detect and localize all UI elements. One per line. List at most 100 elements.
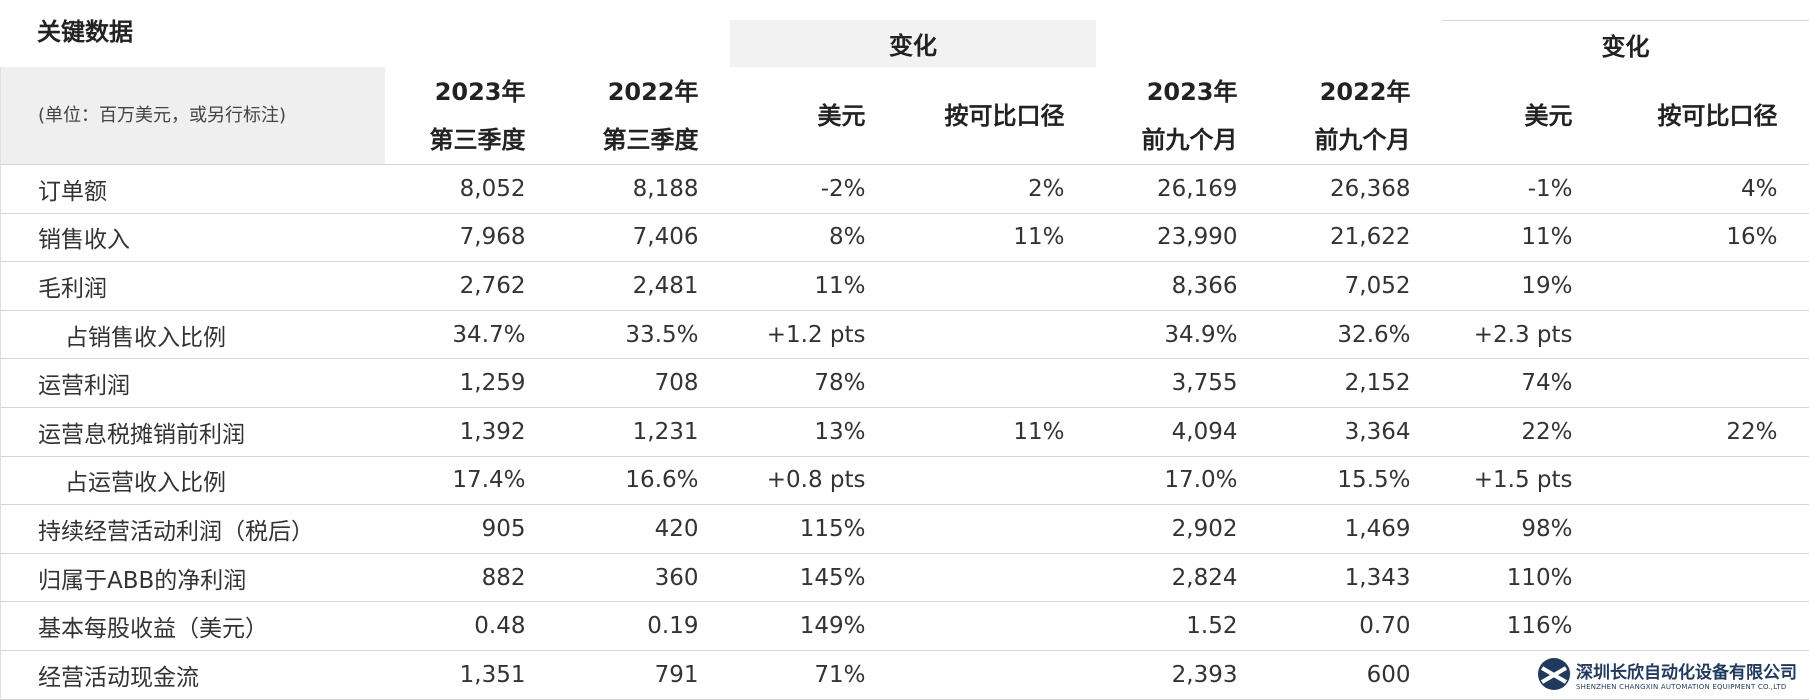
cell: +1.2 pts: [730, 310, 898, 360]
cell: 1,231: [557, 407, 731, 457]
cell: 26,169: [1096, 164, 1270, 214]
column-header-line: 前九个月: [1141, 125, 1238, 154]
change-group: 变化: [1442, 20, 1809, 68]
column-header-line: 2022年: [607, 77, 699, 106]
cell: 1,392: [384, 407, 558, 457]
cell: 78%: [730, 358, 898, 408]
cell: [897, 553, 1097, 603]
cell: 34.7%: [384, 310, 558, 360]
cell: [897, 650, 1097, 700]
cell: 1,351: [384, 650, 558, 700]
cell: 16%: [1604, 213, 1809, 263]
cell: [897, 310, 1097, 360]
cell: -2%: [730, 164, 898, 214]
table-row: 归属于ABB的净利润 882 360 145% 2,824 1,343 110%: [0, 553, 1809, 603]
watermark-name: 深圳长欣自动化设备有限公司: [1576, 662, 1797, 683]
row-label: 持续经营活动利润（税后）: [0, 504, 385, 554]
column-header-line: 美元: [817, 101, 866, 130]
cell: 7,968: [384, 213, 558, 263]
cell: 34.9%: [1096, 310, 1270, 360]
cell: 882: [384, 553, 558, 603]
cell: 74%: [1442, 358, 1605, 408]
watermark-logo: [1538, 658, 1570, 690]
cell: 19%: [1442, 261, 1605, 311]
column-header: 2022年 第三季度: [557, 67, 731, 165]
change-group: 变化: [730, 20, 1096, 67]
column-header: 2023年 第三季度: [384, 67, 558, 165]
cell: 3,755: [1096, 358, 1270, 408]
cell: 2,393: [1096, 650, 1270, 700]
cell: 11%: [730, 261, 898, 311]
cell: [897, 601, 1097, 651]
row-label: 毛利润: [0, 261, 385, 311]
cell: [1604, 310, 1809, 360]
cell: 7,052: [1269, 261, 1443, 311]
cell: 32.6%: [1269, 310, 1443, 360]
table-row: 占运营收入比例 17.4% 16.6% +0.8 pts 17.0% 15.5% +1.5 …: [0, 456, 1809, 506]
cell: 1,259: [384, 358, 558, 408]
column-header-line: 按可比口径: [1657, 101, 1778, 130]
cell: 905: [384, 504, 558, 554]
cell: 4%: [1604, 164, 1809, 214]
cell: 17.0%: [1096, 456, 1270, 506]
cell: 2,824: [1096, 553, 1270, 603]
table-row: 销售收入 7,968 7,406 8% 11% 23,990 21,622 11% 16%: [0, 213, 1809, 263]
cell: 7,406: [557, 213, 731, 263]
cell: 8,052: [384, 164, 558, 214]
cell: 22%: [1604, 407, 1809, 457]
cell: 0.70: [1269, 601, 1443, 651]
cell: 600: [1269, 650, 1443, 700]
row-label: 订单额: [0, 164, 385, 214]
cell: 3,364: [1269, 407, 1443, 457]
cell: 149%: [730, 601, 898, 651]
column-header-line: 2023年: [434, 77, 526, 106]
column-header: 按可比口径: [1604, 67, 1809, 165]
cell: 791: [557, 650, 731, 700]
row-label: 占运营收入比例: [0, 456, 385, 506]
cell: 22%: [1442, 407, 1605, 457]
row-label: 归属于ABB的净利润: [0, 553, 385, 603]
cell: 26,368: [1269, 164, 1443, 214]
cell: 71%: [730, 650, 898, 700]
table-row: 毛利润 2,762 2,481 11% 8,366 7,052 19%: [0, 261, 1809, 311]
cell: [897, 456, 1097, 506]
cell: 1,343: [1269, 553, 1443, 603]
column-header: 美元: [730, 67, 898, 165]
column-header-line: 2022年: [1319, 77, 1411, 106]
column-header: 2023年前九个月: [1096, 67, 1270, 165]
column-header: 按可比口径: [897, 67, 1097, 165]
table-body: 订单额 8,052 8,188 -2% 2% 26,169 26,368 -1% 4% 销售收入 7…: [0, 164, 1809, 700]
cell: 116%: [1442, 601, 1605, 651]
cell: 1.52: [1096, 601, 1270, 651]
cell: 115%: [730, 504, 898, 554]
cell: 0.48: [384, 601, 558, 651]
cell: 8%: [730, 213, 898, 263]
cell: [897, 358, 1097, 408]
column-header-line: 按可比口径: [944, 101, 1065, 130]
title: 关键数据: [37, 18, 133, 46]
cell: 11%: [897, 407, 1097, 457]
cell: 33.5%: [557, 310, 731, 360]
cell: 11%: [1442, 213, 1605, 263]
cell: +2.3 pts: [1442, 310, 1605, 360]
cell: [1604, 261, 1809, 311]
cell: 145%: [730, 553, 898, 603]
cell: [1604, 553, 1809, 603]
cell: 2,152: [1269, 358, 1443, 408]
cell: 0.19: [557, 601, 731, 651]
cell: 2%: [897, 164, 1097, 214]
cell: 8,188: [557, 164, 731, 214]
cell: -1%: [1442, 164, 1605, 214]
cell: [897, 261, 1097, 311]
cell: 360: [557, 553, 731, 603]
column-header-line: 前九个月: [1314, 125, 1411, 154]
row-label: 运营息税摊销前利润: [0, 407, 385, 457]
row-label: 销售收入: [0, 213, 385, 263]
column-header-line: 2023年: [1146, 77, 1238, 106]
header-row: (单位：百万美元，或另行标注) 2023年 第三季度 2022年 第三季度 美元 按可比口…: [0, 67, 1809, 165]
cell: 2,902: [1096, 504, 1270, 554]
cell: 708: [557, 358, 731, 408]
table-row: 占销售收入比例 34.7% 33.5% +1.2 pts 34.9% 32.6% +2.3 …: [0, 310, 1809, 360]
cell: [897, 504, 1097, 554]
row-label: 占销售收入比例: [0, 310, 385, 360]
